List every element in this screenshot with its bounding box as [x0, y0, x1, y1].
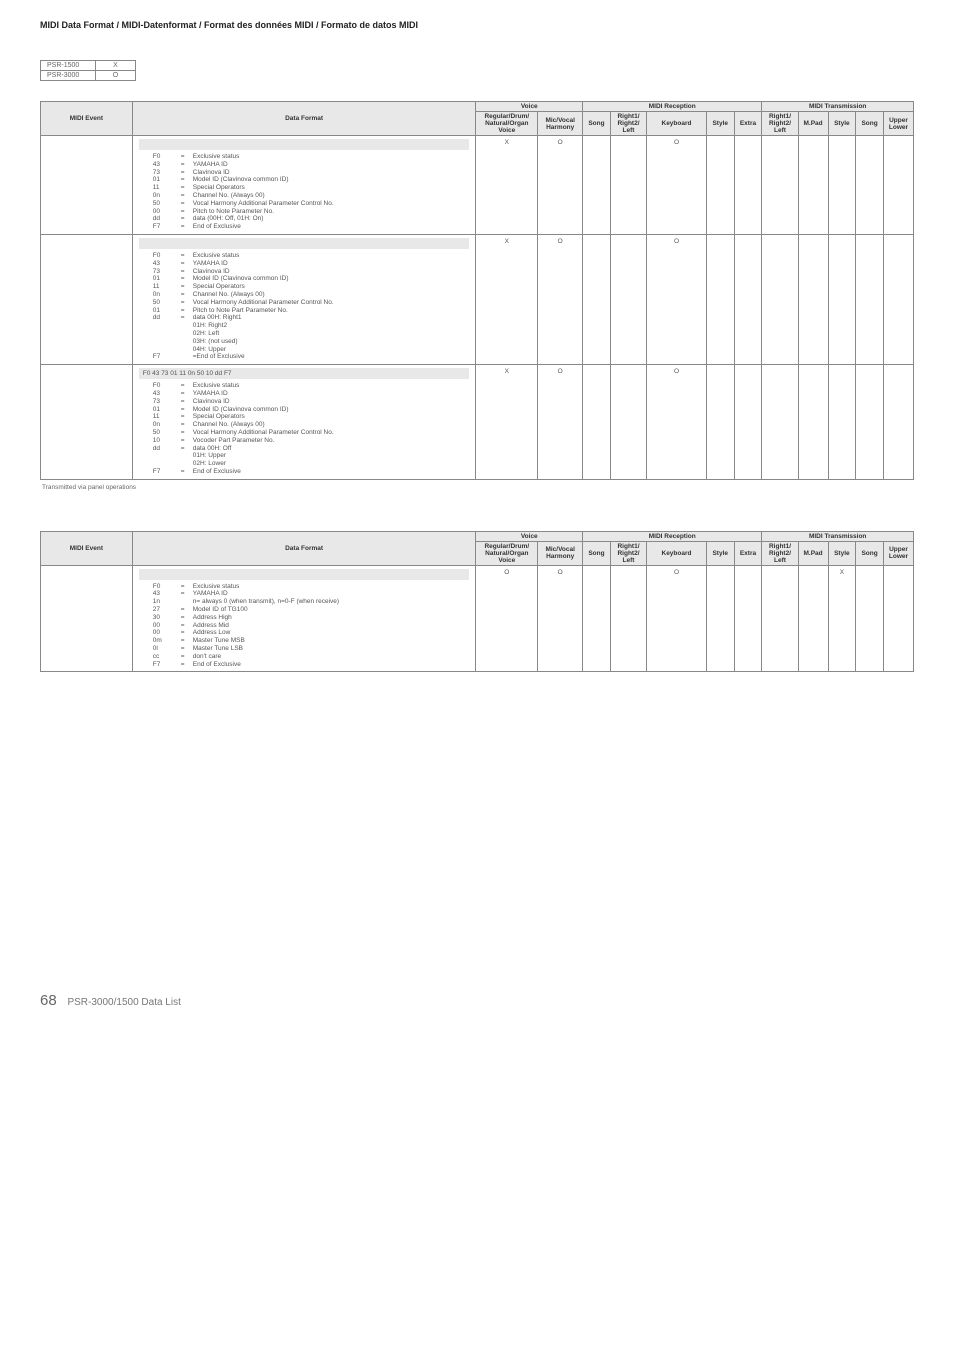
model-support-table: PSR-1500XPSR-3000O: [40, 60, 136, 81]
content-area: PSR-1500XPSR-3000O MIDI EventData Format…: [0, 60, 954, 672]
midi-table-1: MIDI EventData FormatVoiceMIDI Reception…: [40, 101, 914, 480]
footer-text: PSR-3000/1500 Data List: [67, 997, 180, 1008]
footnote-1: Transmitted via panel operations: [42, 484, 914, 491]
page-footer: 68 PSR-3000/1500 Data List: [0, 992, 954, 1039]
midi-table-2: MIDI EventData FormatVoiceMIDI Reception…: [40, 531, 914, 673]
page-number: 68: [40, 992, 57, 1009]
page-header: MIDI Data Format / MIDI-Datenformat / Fo…: [0, 0, 954, 60]
